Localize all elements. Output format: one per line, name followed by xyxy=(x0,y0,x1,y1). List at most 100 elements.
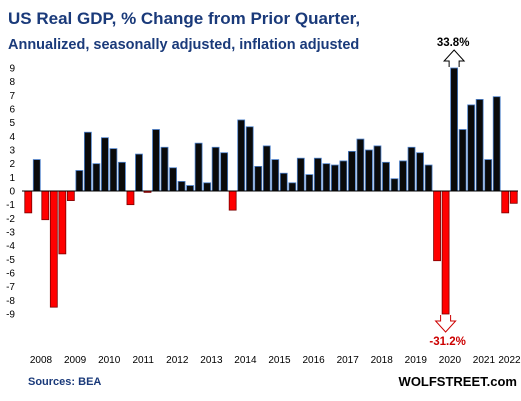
bar-2016-Q3 xyxy=(313,157,322,192)
bar-2017-Q1 xyxy=(330,164,339,192)
bar-2015-Q3 xyxy=(279,172,288,192)
x-tick-label: 2010 xyxy=(98,355,121,366)
chart-title: US Real GDP, % Change from Prior Quarter… xyxy=(8,9,360,28)
bar-2012-Q1 xyxy=(160,146,169,192)
bar-2010-Q1 xyxy=(92,163,101,192)
y-tick-label: 7 xyxy=(9,91,15,102)
y-tick-label: -8 xyxy=(6,296,15,307)
x-tick-label: 2016 xyxy=(302,355,325,366)
y-tick-label: 4 xyxy=(9,132,15,143)
y-tick-label: -3 xyxy=(6,228,15,239)
bar-2014-Q3 xyxy=(245,126,254,192)
bar-2019-Q2 xyxy=(407,146,416,192)
bar-2013-Q2 xyxy=(203,182,212,192)
x-tick-label: 2009 xyxy=(64,355,87,366)
bar-2012-Q3 xyxy=(177,181,186,192)
bar-2008-Q3 xyxy=(41,190,50,221)
bar-2015-Q1 xyxy=(262,145,271,192)
bar-2020-Q4 xyxy=(458,129,467,192)
bar-2019-Q1 xyxy=(399,160,407,192)
bar-2012-Q2 xyxy=(169,167,177,192)
x-tick-label: 2013 xyxy=(200,355,223,366)
bar-2020-Q2 xyxy=(441,190,450,315)
y-tick-label: -4 xyxy=(6,241,15,252)
bar-2018-Q3 xyxy=(382,161,390,192)
bar-2011-Q4 xyxy=(152,129,160,192)
y-tick-label: -6 xyxy=(6,269,15,280)
bar-2016-Q4 xyxy=(322,163,331,192)
bar-2016-Q2 xyxy=(305,174,314,192)
y-tick-label: 3 xyxy=(9,146,15,157)
bar-2009-Q4 xyxy=(83,131,92,192)
x-tick-label: 2012 xyxy=(166,355,189,366)
brand-logo-text: WOLFSTREET.com xyxy=(399,374,517,389)
bar-2014-Q1 xyxy=(228,190,237,211)
bar-2021-Q3 xyxy=(484,159,493,192)
bar-2022-Q1 xyxy=(501,190,510,214)
x-tick-label: 2018 xyxy=(371,355,394,366)
bar-2019-Q3 xyxy=(416,152,424,192)
y-axis: 9 8 7 6 5 4 3 2 1 0 -1 -2 -3 -4 -5 -6 -7 -8 -9 xyxy=(6,64,15,321)
bar-2018-Q4 xyxy=(390,178,399,192)
bar-2011-Q2 xyxy=(135,153,143,192)
bar-2018-Q1 xyxy=(365,149,373,192)
y-tick-label: -5 xyxy=(6,255,15,266)
bar-2012-Q4 xyxy=(186,185,194,192)
bar-2016-Q1 xyxy=(296,157,305,192)
y-tick-label: 1 xyxy=(9,173,15,184)
bar-2008-Q2 xyxy=(32,159,41,192)
y-tick-label: 0 xyxy=(9,187,15,198)
bar-2010-Q3 xyxy=(109,148,118,192)
bar-2018-Q2 xyxy=(373,145,382,192)
up-arrow-icon xyxy=(442,49,466,67)
bar-2020-Q1 xyxy=(433,190,441,262)
bar-2021-Q2 xyxy=(475,99,484,192)
bar-2008-Q4 xyxy=(49,190,58,308)
bar-2010-Q4 xyxy=(118,161,126,192)
bar-2009-Q2 xyxy=(66,190,75,201)
chart-subtitle: Annualized, seasonally adjusted, inflati… xyxy=(8,37,359,53)
y-tick-label: 9 xyxy=(9,64,15,75)
x-tick-label: 2022 xyxy=(498,355,521,366)
y-tick-label: 2 xyxy=(9,159,15,170)
y-tick-label: -9 xyxy=(6,310,15,321)
x-tick-label: 2014 xyxy=(234,355,257,366)
annotation-high: 33.8% xyxy=(437,37,470,49)
bar-2017-Q3 xyxy=(348,150,356,192)
bar-2021-Q1 xyxy=(467,104,476,192)
bar-2009-Q3 xyxy=(75,170,84,192)
annotations: 33.8% -31.2% xyxy=(429,37,469,348)
x-tick-label: 2021 xyxy=(473,355,496,366)
y-tick-label: -2 xyxy=(6,214,15,225)
source-note: Sources: BEA xyxy=(28,376,101,388)
bar-series xyxy=(24,67,518,315)
bar-2021-Q4 xyxy=(492,96,501,192)
x-tick-label: 2008 xyxy=(30,355,53,366)
bar-2014-Q4 xyxy=(254,165,263,192)
annotation-low: -31.2% xyxy=(429,336,465,348)
bar-2017-Q4 xyxy=(356,138,365,192)
bar-2015-Q4 xyxy=(288,182,297,192)
bar-2014-Q2 xyxy=(237,119,246,192)
x-tick-label: 2019 xyxy=(405,355,428,366)
bar-2013-Q1 xyxy=(194,142,203,192)
x-axis: 2008 2009 2010 2011 2012 2013 2014 2015 2016 2017… xyxy=(30,355,521,366)
y-tick-label: 6 xyxy=(9,105,15,116)
bar-2008-Q1 xyxy=(24,190,33,214)
bar-2017-Q2 xyxy=(339,160,348,192)
bar-2011-Q1 xyxy=(126,190,135,206)
y-tick-label: 5 xyxy=(9,118,15,129)
bar-2020-Q3 xyxy=(450,67,459,192)
bar-2022-Q2 xyxy=(509,190,518,204)
x-tick-label: 2020 xyxy=(439,355,462,366)
y-tick-label: -7 xyxy=(6,282,15,293)
x-tick-label: 2011 xyxy=(132,355,154,366)
bar-2015-Q2 xyxy=(271,159,280,192)
bar-2013-Q4 xyxy=(220,152,229,192)
x-tick-label: 2015 xyxy=(268,355,291,366)
bar-2019-Q4 xyxy=(424,164,433,192)
y-tick-label: 8 xyxy=(9,77,15,88)
bar-2013-Q3 xyxy=(211,146,220,192)
down-arrow-icon xyxy=(434,315,457,333)
